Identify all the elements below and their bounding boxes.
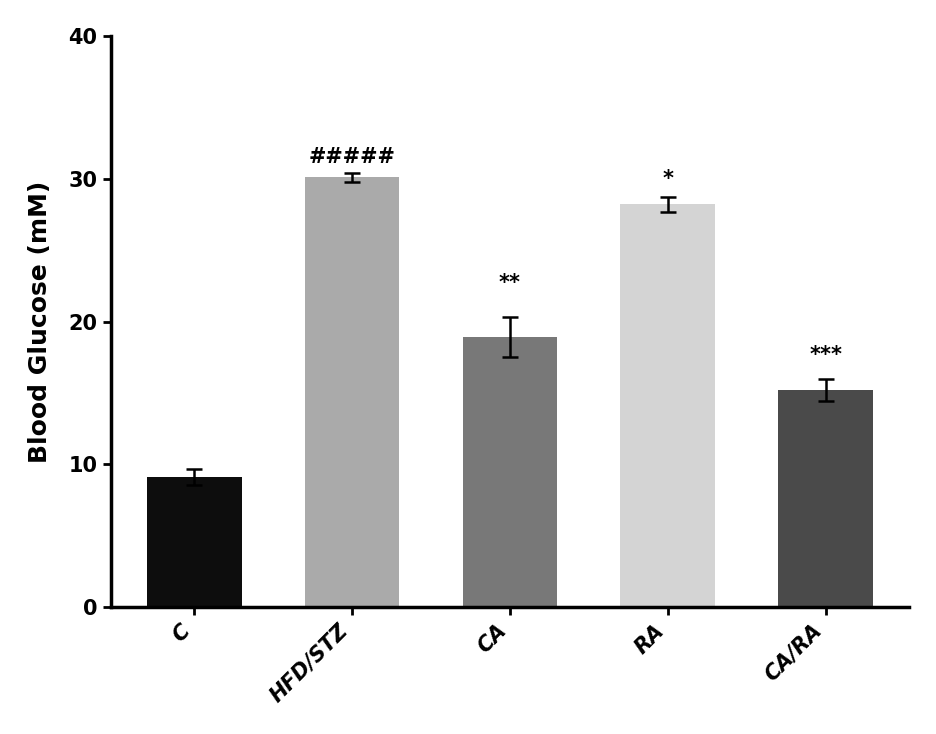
- Bar: [147, 477, 241, 607]
- Bar: [778, 390, 872, 607]
- Bar: [304, 177, 399, 607]
- Text: #####: #####: [308, 148, 395, 167]
- Bar: [620, 204, 714, 607]
- Text: ***: ***: [808, 345, 841, 365]
- Text: *: *: [662, 169, 673, 189]
- Bar: [462, 338, 557, 607]
- Text: **: **: [498, 273, 520, 293]
- Y-axis label: Blood Glucose (mM): Blood Glucose (mM): [28, 181, 51, 462]
